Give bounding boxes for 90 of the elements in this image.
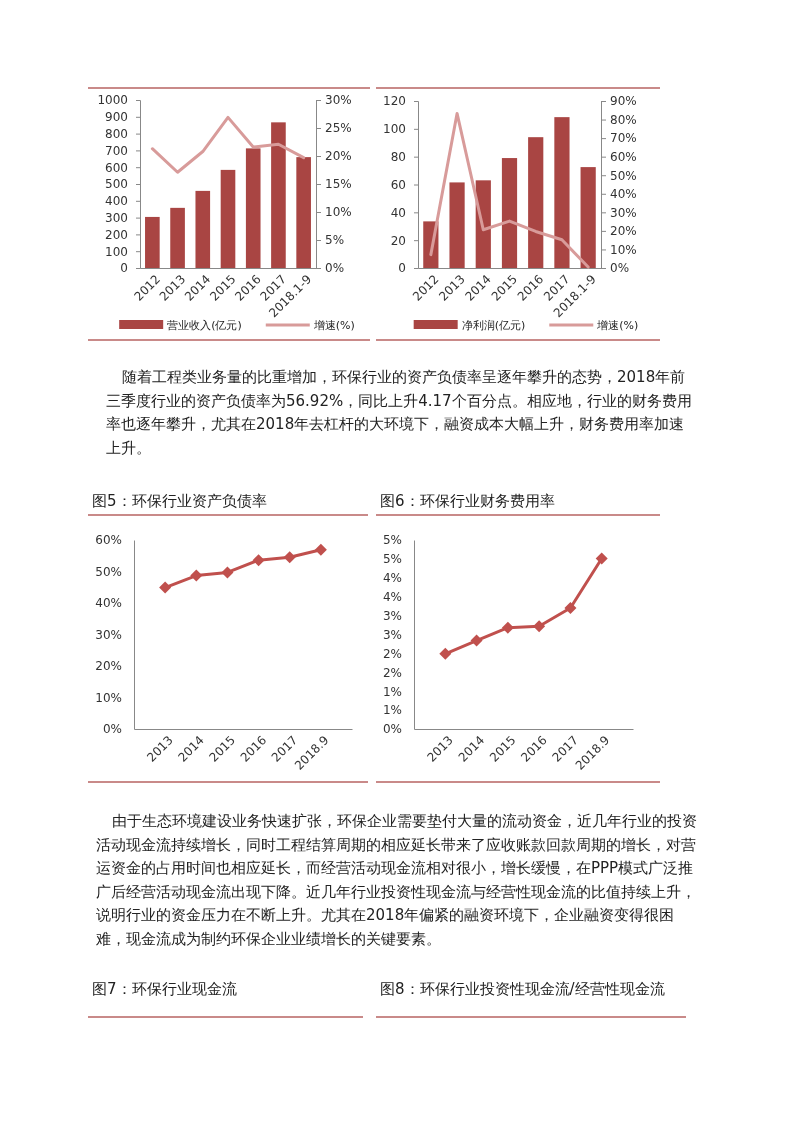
y2-tick-label: 10% bbox=[610, 242, 637, 257]
y-tick-label: 2% bbox=[382, 646, 402, 661]
y-tick-label: 1000 bbox=[97, 93, 128, 108]
y2-tick-label: 15% bbox=[325, 177, 352, 192]
y2-tick-label: 25% bbox=[325, 121, 352, 136]
y-tick-label: 80 bbox=[390, 150, 406, 165]
y-tick-label: 10% bbox=[95, 690, 122, 705]
y-tick-label: 30% bbox=[95, 627, 122, 642]
y-tick-label: 120 bbox=[383, 94, 406, 109]
bar bbox=[245, 148, 261, 268]
bar bbox=[580, 167, 596, 268]
y-tick-label: 3% bbox=[382, 608, 402, 623]
legend-label: 营业收入(亿元) bbox=[167, 319, 242, 332]
y-tick-label: 200 bbox=[105, 227, 128, 242]
y-tick-label: 0 bbox=[120, 261, 128, 276]
bar bbox=[271, 122, 286, 268]
y-tick-label: 0 bbox=[398, 261, 406, 276]
legend-label: 增速(%) bbox=[596, 319, 639, 332]
y2-tick-label: 30% bbox=[325, 93, 352, 108]
y2-tick-label: 80% bbox=[610, 112, 637, 127]
bar bbox=[528, 137, 544, 268]
y-tick-label: 40% bbox=[95, 596, 122, 611]
bar bbox=[554, 117, 570, 268]
point bbox=[314, 543, 327, 556]
point bbox=[252, 554, 265, 567]
point bbox=[564, 602, 577, 615]
bar bbox=[501, 158, 518, 268]
y2-tick-label: 0% bbox=[325, 261, 345, 276]
y-tick-label: 0% bbox=[102, 722, 122, 737]
text: 图8：环保行业投资性现金流/经营性现金流 bbox=[380, 980, 665, 998]
y-tick-label: 500 bbox=[105, 177, 128, 192]
point bbox=[595, 552, 608, 565]
legend-label: 增速(%) bbox=[312, 319, 355, 332]
point bbox=[283, 551, 296, 564]
y2-tick-label: 20% bbox=[325, 149, 352, 164]
y-tick-label: 100 bbox=[105, 244, 128, 259]
point bbox=[221, 566, 234, 579]
bar bbox=[195, 190, 211, 268]
y-tick-label: 900 bbox=[105, 110, 128, 125]
legend-label: 净利润(亿元) bbox=[461, 319, 526, 332]
y2-tick-label: 20% bbox=[610, 224, 637, 239]
point bbox=[190, 569, 203, 582]
bar bbox=[296, 157, 311, 268]
y2-tick-label: 0% bbox=[610, 261, 630, 276]
point bbox=[501, 621, 514, 634]
y2-tick-label: 70% bbox=[610, 131, 637, 146]
y-tick-label: 40 bbox=[390, 205, 406, 220]
line-series bbox=[429, 111, 590, 269]
y2-tick-label: 60% bbox=[610, 150, 637, 165]
y-tick-label: 300 bbox=[105, 210, 128, 225]
y-tick-label: 800 bbox=[105, 126, 128, 141]
y-tick-label: 20% bbox=[95, 659, 122, 674]
point bbox=[439, 647, 452, 660]
point bbox=[533, 620, 546, 633]
point bbox=[470, 634, 483, 647]
y-tick-label: 20 bbox=[390, 233, 406, 248]
line-series bbox=[150, 115, 306, 174]
y-tick-label: 400 bbox=[105, 194, 128, 209]
y2-tick-label: 50% bbox=[610, 168, 637, 183]
y-tick-label: 2% bbox=[382, 665, 402, 680]
bar bbox=[220, 169, 236, 268]
y-tick-label: 60% bbox=[95, 533, 122, 548]
y2-tick-label: 90% bbox=[610, 94, 637, 109]
y-tick-label: 4% bbox=[382, 571, 402, 586]
y-tick-label: 3% bbox=[382, 627, 402, 642]
bar bbox=[449, 182, 465, 268]
y2-tick-label: 5% bbox=[325, 233, 345, 248]
chart-title: 图6：环保行业财务费用率 bbox=[380, 492, 555, 510]
y-tick-label: 1% bbox=[382, 703, 402, 718]
text: 由于生态环境建设业务快速扩张，环保企业需要垫付大量的流动资金，近几年行业的投资活动现金流持续增长，同时工程结算周期的相应延长带来了应收账款回款周期的增长，对营运资金的占用时间也相应延长，而经营活动现金流相对很小，增长缓慢，在PPP模式广泛推广后经营活动现金流出现下降。近几年行业投资性现金流与经营性现金流的比值持续上升，说明行业的资金压力在不断上升。尤其在2018年偏紧的融资环境下，企业融资变得很困难，现金流成为制约环保企业业绩增长的关键要素。 bbox=[96, 811, 698, 950]
y-tick-label: 4% bbox=[382, 590, 402, 605]
y2-tick-label: 10% bbox=[325, 205, 352, 220]
point bbox=[159, 581, 172, 594]
y-tick-label: 600 bbox=[105, 160, 128, 175]
y-tick-label: 5% bbox=[382, 552, 402, 567]
y-tick-label: 0% bbox=[382, 722, 402, 737]
y-tick-label: 60 bbox=[390, 177, 406, 192]
bar bbox=[170, 207, 185, 268]
y-tick-label: 5% bbox=[382, 533, 402, 548]
y2-tick-label: 40% bbox=[610, 187, 637, 202]
text: 随着工程类业务量的比重增加，环保行业的资产负债率呈逐年攀升的态势，2018年前三季度行业的资产负债率为56.92%，同比上升4.17个百分点。相应地，行业的财务费用率也逐年攀升，尤其在2018年去杠杆的大环境下，融资成本大幅上升，财务费用率加速上升。 bbox=[106, 367, 693, 459]
bar bbox=[145, 216, 160, 268]
y-tick-label: 50% bbox=[95, 564, 122, 579]
y-tick-label: 100 bbox=[383, 122, 406, 137]
text: 图7：环保行业现金流 bbox=[92, 980, 237, 998]
bar bbox=[475, 180, 491, 268]
y-tick-label: 1% bbox=[382, 684, 402, 699]
y-tick-label: 700 bbox=[105, 143, 128, 158]
chart-title: 图5：环保行业资产负债率 bbox=[92, 492, 267, 510]
y2-tick-label: 30% bbox=[610, 205, 637, 220]
